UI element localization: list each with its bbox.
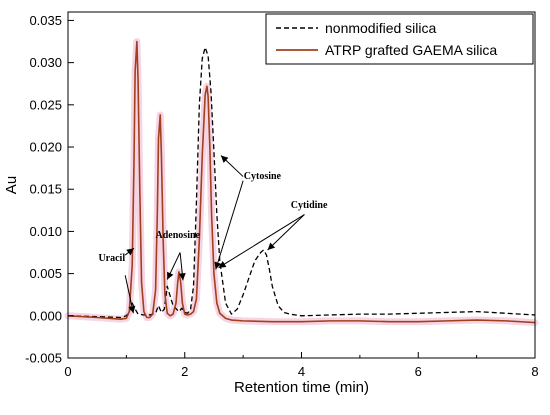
cytosine-arrow-2 <box>214 180 244 270</box>
annotation-adenosine: Adenosine <box>156 230 201 241</box>
y-tick-label: 0.010 <box>29 224 62 239</box>
uracil-arrow-2 <box>124 275 136 314</box>
legend-box <box>265 13 534 65</box>
legend-label-atrp-grafted-gaema-silica: ATRP grafted GAEMA silica <box>325 42 497 58</box>
series-line-nonmodified-silica <box>67 46 536 319</box>
x-tick-label: 0 <box>64 364 71 379</box>
annotation-cytosine: Cytosine <box>244 171 282 182</box>
series-layer <box>67 40 536 324</box>
uracil-arrow-1 <box>124 247 135 256</box>
x-tick-label: 2 <box>181 364 188 379</box>
y-tick-label: 0.005 <box>29 266 62 281</box>
annotation-cytidine: Cytidine <box>291 200 328 211</box>
x-axis: 0 2 4 6 8 <box>64 352 539 379</box>
adenosine-arrow-1 <box>166 252 181 280</box>
y-tick-label: 0.020 <box>29 140 62 155</box>
cytosine-arrow-1 <box>220 155 244 177</box>
annotation-uracil: Uracil <box>98 253 125 264</box>
legend: nonmodified silica ATRP grafted GAEMA si… <box>265 13 534 65</box>
y-tick-label: 0.025 <box>29 97 62 112</box>
series-line-atrp-grafted-gaema-silica <box>67 40 536 324</box>
y-tick-label: 0.030 <box>29 55 62 70</box>
cytidine-arrow-2 <box>218 214 305 269</box>
y-tick-label: 0.000 <box>29 308 62 323</box>
y-tick-label: 0.035 <box>29 13 62 28</box>
x-tick-label: 8 <box>531 364 538 379</box>
y-axis-title: Au <box>3 176 20 194</box>
legend-label-nonmodified-silica: nonmodified silica <box>325 20 436 36</box>
x-tick-label: 4 <box>298 364 305 379</box>
y-tick-label: 0.015 <box>29 182 62 197</box>
y-axis: -0.005 0.000 0.005 0.010 0.015 0.020 0.025 0.03… <box>25 13 74 366</box>
x-axis-title: Retention time (min) <box>234 379 369 396</box>
cytidine-arrow-1 <box>267 214 305 251</box>
annotation-layer: Uracil Adenosine Cytosine Cytidine <box>98 155 328 314</box>
x-tick-label: 6 <box>415 364 422 379</box>
y-tick-label: -0.005 <box>25 351 62 366</box>
adenosine-arrow-2 <box>178 252 186 281</box>
